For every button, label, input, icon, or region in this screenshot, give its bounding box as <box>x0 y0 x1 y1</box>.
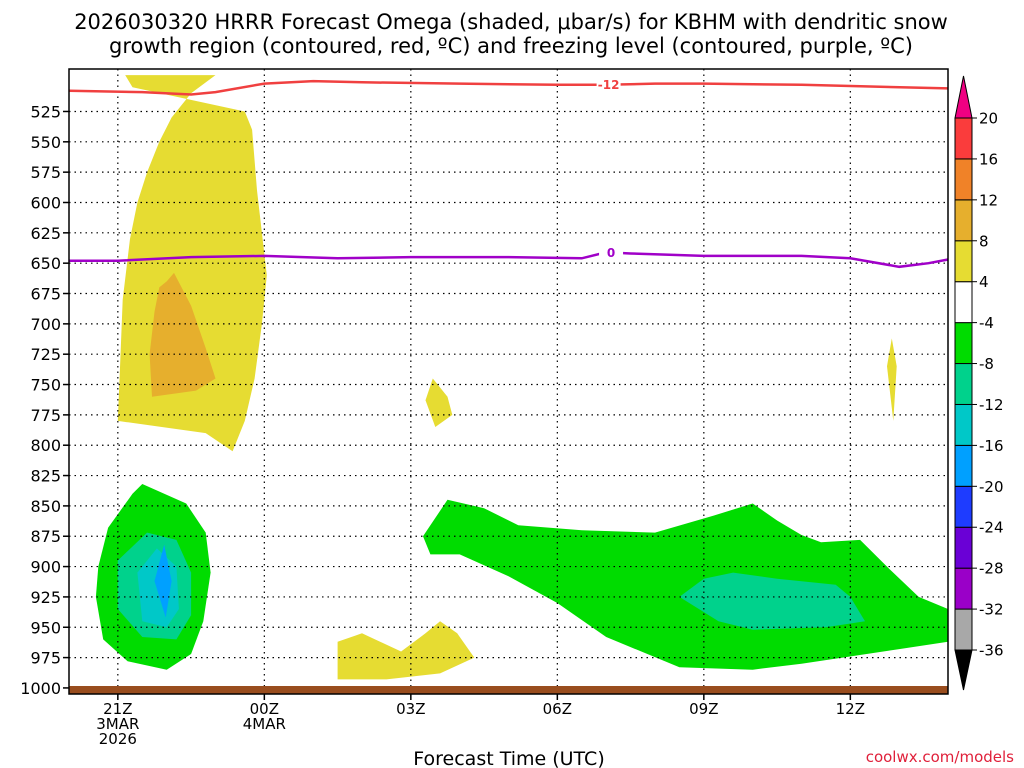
colorbar-cell-max <box>954 75 973 119</box>
colorbar-cell-min <box>954 649 973 691</box>
x-tick-label: 06Z <box>543 700 572 718</box>
contour-label-bg <box>596 77 621 92</box>
colorbar-cell <box>954 526 973 569</box>
y-tick-label: 900 <box>30 558 61 577</box>
y-tick-label: 575 <box>30 163 61 182</box>
colorbar-cell <box>954 444 973 487</box>
y-tick-label: 700 <box>30 315 61 334</box>
y-tick-label: 875 <box>30 527 61 546</box>
omega-region-2 <box>337 621 475 680</box>
y-tick-label: 550 <box>30 133 61 152</box>
ground-surface <box>69 686 948 694</box>
colorbar-tick-label: 20 <box>979 110 998 128</box>
colorbar-cell <box>954 608 973 651</box>
plot-area: -12 0 <box>68 68 949 695</box>
x-tick-label: 09Z <box>689 700 718 718</box>
colorbar-cell <box>954 567 973 610</box>
omega-region-4 <box>149 272 216 397</box>
x-tick-label: 2026 <box>99 730 137 748</box>
colorbar-tick-label: -16 <box>979 437 1004 455</box>
y-tick-label: 775 <box>30 406 61 425</box>
contour-line-0 <box>68 79 949 96</box>
y-tick-label: 625 <box>30 224 61 243</box>
y-tick-label: 825 <box>30 467 61 486</box>
colorbar-tick-label: -36 <box>979 642 1004 660</box>
y-tick-label: 850 <box>30 497 61 516</box>
colorbar-tick-label: 8 <box>979 232 989 250</box>
y-tick-label: 925 <box>30 588 61 607</box>
y-tick-label: 675 <box>30 285 61 304</box>
omega-region-10 <box>154 544 172 618</box>
x-tick-label: 4MAR <box>243 715 286 733</box>
colorbar-tick-label: -28 <box>979 560 1004 578</box>
omega-region-3 <box>887 338 897 421</box>
y-tick-label: 725 <box>30 345 61 364</box>
colorbar-tick-label: 12 <box>979 191 998 209</box>
colorbar-cell <box>954 485 973 528</box>
contour-label: 0 <box>607 246 615 260</box>
contour-label: -12 <box>598 78 620 92</box>
chart-title-line-1: 2026030320 HRRR Forecast Omega (shaded, … <box>74 10 948 34</box>
chart-title-line-2: growth region (contoured, red, ºC) and f… <box>109 34 913 58</box>
temperature-contours: -12 0 <box>68 77 949 269</box>
x-tick-label: 3MAR <box>96 715 139 733</box>
contour-label-bg <box>599 245 624 260</box>
y-tick-label: 525 <box>30 102 61 121</box>
colorbar-tick-label: -32 <box>979 601 1004 619</box>
x-tick-label: 03Z <box>396 700 425 718</box>
grid-lines <box>69 69 948 694</box>
y-tick-label: 800 <box>30 436 61 455</box>
colorbar-tick-label: 4 <box>979 273 989 291</box>
colorbar-cell <box>954 403 973 446</box>
colorbar-cell <box>954 240 973 283</box>
colorbar-cell <box>954 322 973 365</box>
colorbar-cell <box>954 281 973 324</box>
contour-line-1 <box>69 251 949 269</box>
colorbar-cell <box>954 158 973 201</box>
y-tick-label: 750 <box>30 376 61 395</box>
colorbar: -36 -32 -28 -24 -20 -16 -12 -8 -4 4 8 12 16 20 <box>954 75 1004 691</box>
colorbar-tick-label: -12 <box>979 396 1004 414</box>
colorbar-tick-label: -20 <box>979 478 1004 496</box>
x-tick-label: 21Z <box>103 700 132 718</box>
omega-region-8 <box>679 572 865 630</box>
x-tick-label: 12Z <box>836 700 865 718</box>
colorbar-cell <box>954 199 973 242</box>
y-tick-label: 975 <box>30 649 61 668</box>
y-tick-label: 600 <box>30 193 61 212</box>
y-axis-ticks: 525 550 575 600 625 650 675 700 725 750 775 800 825 8… <box>20 102 69 698</box>
x-axis-label: Forecast Time (UTC) <box>413 748 604 768</box>
colorbar-tick-label: -4 <box>979 314 994 332</box>
colorbar-tick-label: -8 <box>979 355 994 373</box>
x-tick-label: 00Z <box>250 700 279 718</box>
colorbar-cell <box>954 117 973 160</box>
omega-shading <box>95 75 948 680</box>
colorbar-cell <box>954 363 973 405</box>
colorbar-tick-label: 16 <box>979 150 998 168</box>
y-tick-label: 1000 <box>20 679 61 698</box>
y-tick-label: 650 <box>30 254 61 273</box>
y-tick-label: 950 <box>30 618 61 637</box>
colorbar-tick-label: -24 <box>979 519 1004 537</box>
credit-link[interactable]: coolwx.com/models <box>866 748 1014 766</box>
plot-frame <box>68 68 949 695</box>
